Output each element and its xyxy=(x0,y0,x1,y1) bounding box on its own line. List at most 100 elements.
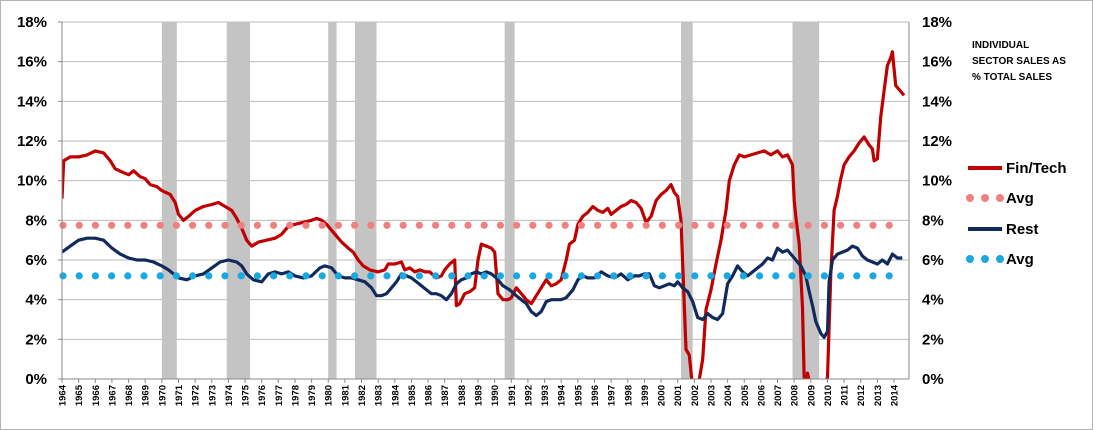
avg-dot xyxy=(723,221,731,229)
avg-dot xyxy=(156,221,164,229)
recession-band xyxy=(226,22,251,379)
avg-dot xyxy=(869,272,877,280)
x-tick-label: 1972 xyxy=(191,385,202,406)
legend-item-avg-fintech: Avg xyxy=(966,190,1034,207)
x-tick-label: 1971 xyxy=(174,384,185,406)
x-tick-label: 2000 xyxy=(657,385,668,406)
avg-dot xyxy=(561,221,569,229)
avg-dot xyxy=(221,272,229,280)
x-tick-label: 1968 xyxy=(124,385,135,406)
avg-dot xyxy=(837,221,845,229)
x-tick-label: 1980 xyxy=(324,385,335,406)
x-tick-label: 1997 xyxy=(607,385,618,406)
y-tick-label-right: 8% xyxy=(922,212,944,229)
gridlines xyxy=(62,21,909,380)
avg-dot xyxy=(869,221,877,229)
avg-dot xyxy=(675,221,683,229)
y-tick-label-left: 18% xyxy=(17,14,47,31)
legend-item-fintech: Fin/Tech xyxy=(968,160,1067,177)
avg-dot xyxy=(75,221,83,229)
right-y-axis: 0% 2% 4% 6% 8% 10% 12% 14% 16% 18% xyxy=(922,14,952,388)
y-tick-label-right: 0% xyxy=(922,371,944,388)
x-tick-label: 1967 xyxy=(107,385,118,406)
x-tick-label: 2001 xyxy=(673,384,684,406)
avg-dot xyxy=(707,221,715,229)
avg-dot xyxy=(59,272,67,280)
x-tick-label: 1992 xyxy=(523,385,534,406)
avg-dot xyxy=(156,272,164,280)
chart-annotation: INDIVIDUAL SECTOR SALES AS % TOTAL SALES xyxy=(972,40,1066,83)
y-tick-label-right: 4% xyxy=(922,292,944,309)
legend-label-rest: Rest xyxy=(1006,221,1039,238)
avg-dot xyxy=(642,272,650,280)
x-tick-label: 1966 xyxy=(91,385,102,406)
y-tick-label-left: 6% xyxy=(25,252,47,269)
recession-band xyxy=(161,22,177,379)
avg-dot xyxy=(286,272,294,280)
avg-dot xyxy=(772,272,780,280)
avg-dot xyxy=(253,272,261,280)
avg-dot xyxy=(561,272,569,280)
recession-band xyxy=(504,22,515,379)
avg-dot xyxy=(464,221,472,229)
avg-dot xyxy=(270,221,278,229)
avg-dot xyxy=(788,221,796,229)
legend-dot xyxy=(966,194,974,202)
avg-dot xyxy=(415,221,423,229)
avg-dot xyxy=(302,272,310,280)
avg-dot xyxy=(772,221,780,229)
x-tick-label: 2009 xyxy=(806,385,817,406)
left-y-axis: 0% 2% 4% 6% 8% 10% 12% 14% 16% 18% xyxy=(17,14,62,388)
avg-dot xyxy=(545,221,553,229)
x-tick-label: 1994 xyxy=(557,384,568,406)
avg-dot xyxy=(691,221,699,229)
avg-dot xyxy=(707,272,715,280)
recession-band xyxy=(354,22,377,379)
y-tick-label-right: 16% xyxy=(922,54,952,71)
avg-dot xyxy=(658,221,667,229)
x-tick-label: 2004 xyxy=(723,384,734,406)
avg-dot xyxy=(383,221,391,229)
annotation-line-2: SECTOR SALES AS xyxy=(972,56,1066,67)
avg-dot xyxy=(334,221,342,229)
x-tick-label: 1999 xyxy=(640,385,651,406)
avg-dot xyxy=(885,221,893,229)
avg-dot xyxy=(610,221,618,229)
y-tick-label-right: 2% xyxy=(922,331,944,348)
avg-dot xyxy=(237,272,245,280)
y-tick-label-left: 4% xyxy=(25,292,47,309)
avg-dot xyxy=(108,272,116,280)
y-tick-label-right: 6% xyxy=(922,252,944,269)
avg-dot xyxy=(124,272,132,280)
avg-dot xyxy=(253,221,261,229)
avg-dot xyxy=(432,221,440,229)
avg-dot xyxy=(820,272,829,280)
avg-dot xyxy=(756,221,764,229)
avg-dot xyxy=(853,272,861,280)
x-tick-label: 1996 xyxy=(590,385,601,406)
y-tick-label-left: 10% xyxy=(17,173,47,190)
x-tick-label: 2010 xyxy=(823,385,834,406)
x-tick-label: 1986 xyxy=(424,385,435,406)
x-tick-label: 1976 xyxy=(257,385,268,406)
y-tick-label-left: 12% xyxy=(17,133,47,150)
avg-dot xyxy=(270,272,278,280)
avg-dot xyxy=(529,221,537,229)
x-tick-label: 2002 xyxy=(690,385,701,406)
x-tick-label: 1969 xyxy=(141,385,152,406)
x-tick-label: 2008 xyxy=(790,385,801,406)
annotation-line-3: % TOTAL SALES xyxy=(972,72,1052,83)
avg-dot xyxy=(399,272,407,280)
avg-dot xyxy=(367,272,375,280)
x-tick-label: 2005 xyxy=(740,384,751,406)
avg-dot xyxy=(415,272,423,280)
recession-band xyxy=(792,22,820,379)
avg-dot xyxy=(626,272,634,280)
avg-dot xyxy=(237,221,245,229)
avg-dot xyxy=(756,272,764,280)
avg-dot xyxy=(399,221,407,229)
x-tick-label: 1984 xyxy=(390,384,401,406)
y-tick-label-right: 12% xyxy=(922,133,952,150)
avg-dot xyxy=(286,221,294,229)
